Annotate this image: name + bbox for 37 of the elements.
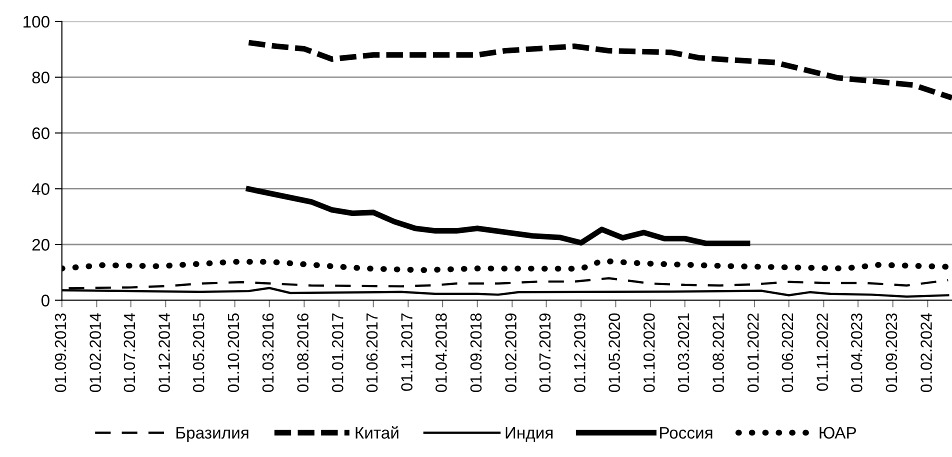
x-tick-label: 01.09.2023 xyxy=(886,313,898,392)
y-tick-label: 80 xyxy=(32,72,50,84)
x-tick-label: 01.09.2018 xyxy=(470,313,482,392)
x-tick-label: 01.01.2017 xyxy=(332,314,344,392)
x-tick-label: 01.03.2016 xyxy=(262,313,274,392)
x-tick-label: 01.03.2021 xyxy=(678,314,690,392)
x-tick-label: 01.10.2020 xyxy=(643,313,655,392)
x-tick-label: 01.05.2020 xyxy=(608,313,620,392)
x-tick-label: 01.05.2015 xyxy=(192,313,204,392)
x-tick-label: 01.08.2021 xyxy=(712,314,724,392)
x-tick-label: 01.10.2015 xyxy=(228,313,240,392)
x-tick-label: 01.06.2022 xyxy=(782,314,794,392)
x-tick-label: 01.04.2018 xyxy=(436,313,447,392)
x-tick-label: 01.07.2019 xyxy=(539,314,551,392)
y-tick-label: 40 xyxy=(32,183,50,195)
y-tick-label: 100 xyxy=(24,16,50,28)
x-tick-label: 01.02.2024 xyxy=(920,313,932,392)
x-tick-label: 01.11.2017 xyxy=(401,314,412,391)
x-tick-label: 01.04.2023 xyxy=(851,313,862,392)
x-tick-label: 01.02.2014 xyxy=(90,313,101,392)
x-tick-label: 01.08.2016 xyxy=(297,313,308,392)
x-tick-label: 01.06.2017 xyxy=(366,314,378,392)
legend-label: Китай xyxy=(356,426,398,439)
legend-label: Россия xyxy=(660,427,712,439)
x-tick-label: 01.12.2019 xyxy=(574,314,586,392)
x-tick-label: 01.07.2014 xyxy=(124,313,136,392)
y-tick-label: 0 xyxy=(41,294,50,306)
legend-label: Бразилия xyxy=(176,427,248,442)
y-tick-label: 20 xyxy=(32,238,50,251)
x-tick-label: 01.01.2022 xyxy=(747,314,759,392)
x-tick-label: 01.11.2022 xyxy=(816,314,828,391)
y-tick-label: 60 xyxy=(32,127,50,140)
x-tick-label: 01.12.2014 xyxy=(158,313,170,392)
legend-label: ЮАР xyxy=(820,426,856,439)
legend-label: Индия xyxy=(506,427,553,442)
x-tick-label: 01.02.2019 xyxy=(505,314,516,392)
x-tick-label: 01.09.2013 xyxy=(54,313,66,392)
